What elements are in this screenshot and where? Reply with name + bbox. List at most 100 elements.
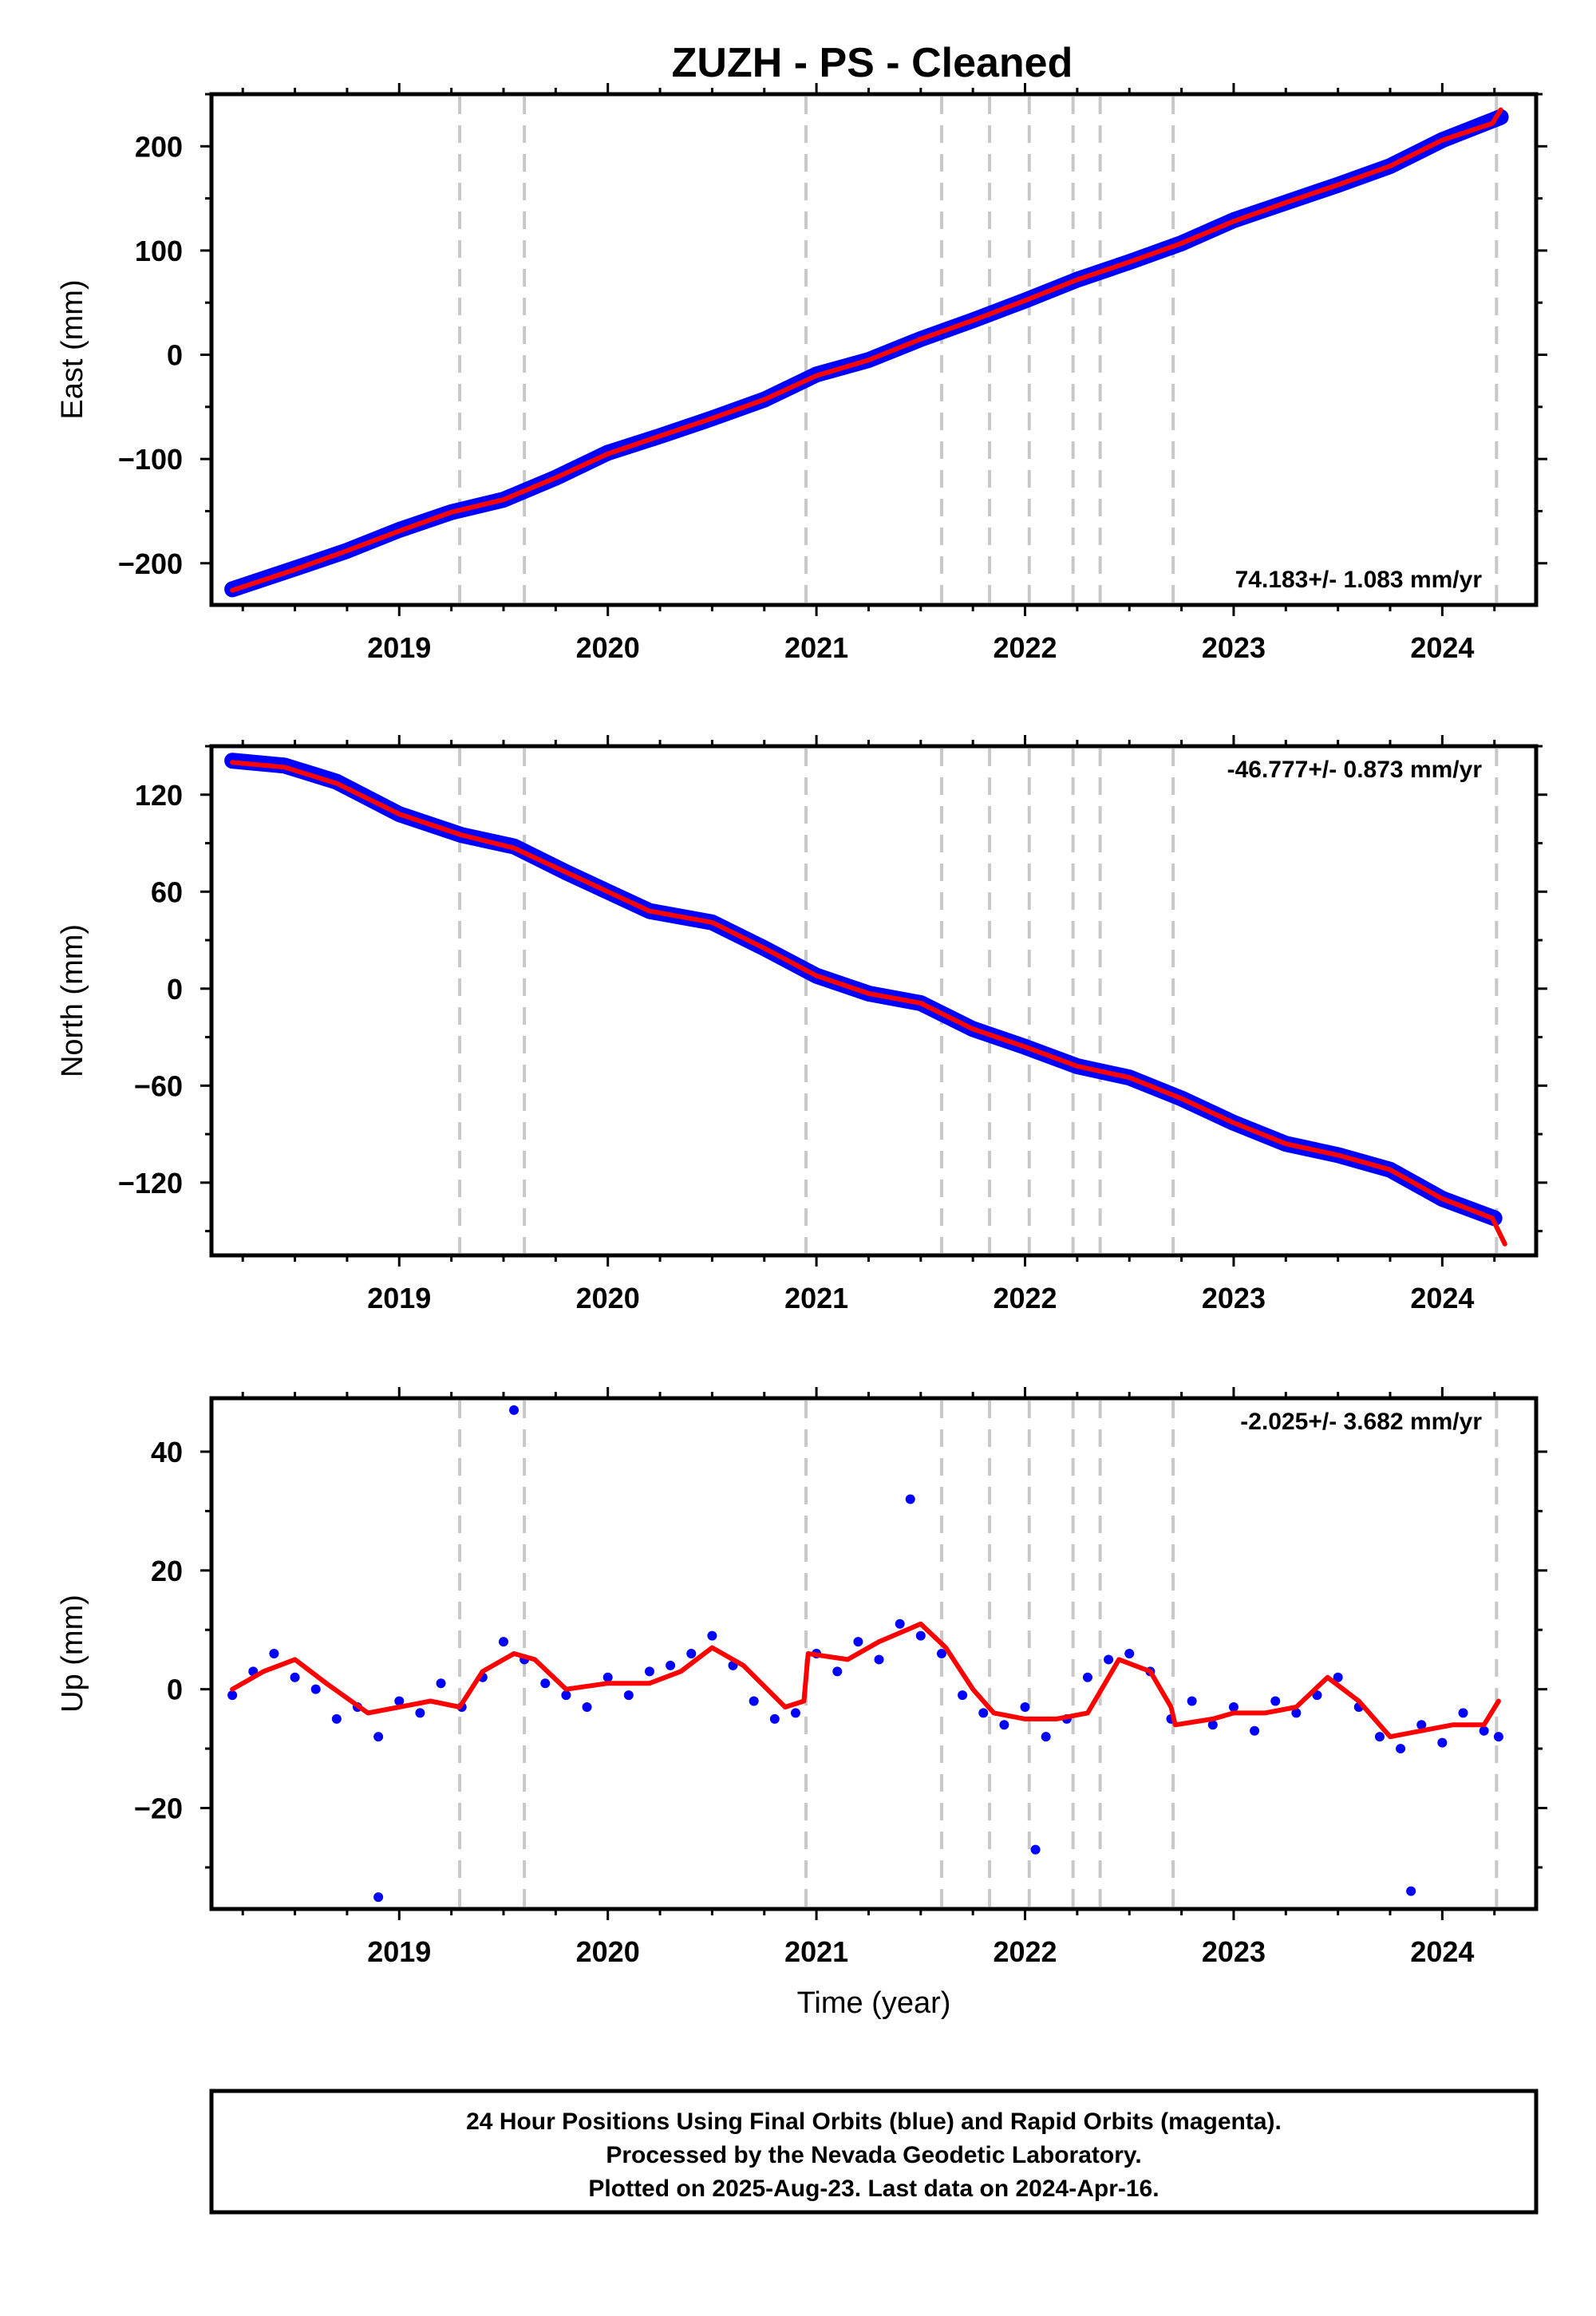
up-x-tick-label: 2024 (1410, 1935, 1474, 1968)
north-x-tick-label: 2020 (576, 1282, 640, 1314)
up-data-point (1020, 1701, 1030, 1712)
north-y-tick-label: 0 (167, 973, 183, 1006)
up-data-point (1374, 1732, 1385, 1742)
north-fit-line (230, 760, 1507, 1247)
up-data-point (1250, 1725, 1260, 1736)
up-data-point (269, 1649, 279, 1658)
up-data-point (1207, 1720, 1218, 1730)
up-data-point (978, 1708, 989, 1718)
up-data-point (666, 1660, 676, 1670)
up-data-point (686, 1649, 697, 1658)
up-data-point (958, 1690, 968, 1701)
north-x-tick-label: 2024 (1410, 1282, 1474, 1314)
up-x-tick-label: 2022 (993, 1935, 1057, 1968)
footer-line-1: 24 Hour Positions Using Final Orbits (bl… (466, 2109, 1282, 2135)
up-data-point (749, 1696, 759, 1706)
up-data-point (1030, 1844, 1041, 1855)
up-data-layer (227, 1405, 1503, 1903)
up-y-tick-label: 40 (151, 1436, 183, 1468)
up-y-axis-label: Up (mm) (56, 1595, 89, 1713)
up-data-point (644, 1666, 654, 1677)
up-fit-line (230, 1621, 1501, 1740)
up-data-point (1416, 1720, 1427, 1730)
up-data-point (561, 1690, 571, 1701)
east-x-tick-label: 2019 (367, 631, 431, 664)
east-x-tick-label: 2024 (1410, 631, 1474, 664)
up-data-point (227, 1690, 238, 1701)
north-x-tick-label: 2019 (367, 1282, 431, 1314)
up-data-point (582, 1701, 592, 1712)
north-y-tick-label: 120 (135, 779, 183, 812)
up-data-point (769, 1713, 780, 1724)
up-data-point (1187, 1696, 1197, 1706)
east-point-band (224, 109, 1509, 598)
north-y-tick-label: −60 (134, 1069, 183, 1102)
north-data-layer (224, 753, 1507, 1247)
east-frame (209, 92, 1539, 607)
up-data-point (853, 1637, 863, 1647)
north-rate-label: -46.777+/- 0.873 mm/yr (1227, 757, 1483, 783)
north-x-tick-label: 2021 (784, 1282, 848, 1314)
up-data-point (1270, 1696, 1281, 1706)
north-y-tick-label: −120 (118, 1167, 183, 1199)
up-x-tick-label: 2023 (1202, 1935, 1266, 1968)
up-data-point (498, 1637, 508, 1647)
east-x-tick-label: 2022 (993, 631, 1057, 664)
east-y-tick-label: 200 (135, 130, 183, 163)
east-y-tick-label: 100 (135, 235, 183, 267)
up-data-point (623, 1690, 634, 1701)
up-data-point (415, 1708, 425, 1718)
up-data-point (707, 1630, 717, 1641)
up-data-point (1458, 1708, 1468, 1718)
up-data-point (290, 1672, 300, 1682)
up-x-tick-label: 2019 (367, 1935, 431, 1968)
up-data-point (1406, 1886, 1416, 1896)
up-x-tick-label: 2020 (576, 1935, 640, 1968)
up-frame (209, 1396, 1539, 1911)
footer-box: 24 Hour Positions Using Final Orbits (bl… (209, 2089, 1539, 2215)
up-data-point (602, 1672, 613, 1682)
up-y-tick-label: 0 (167, 1674, 183, 1706)
up-data-point (540, 1678, 551, 1689)
up-data-point (1479, 1725, 1489, 1736)
footer-frame (209, 2089, 1539, 2215)
up-y-tick-label: 20 (151, 1555, 183, 1587)
up-y-tick-label: −20 (134, 1792, 183, 1824)
east-rate-label: 74.183+/- 1.083 mm/yr (1235, 567, 1483, 593)
up-data-point (999, 1720, 1009, 1730)
up-data-point (915, 1630, 926, 1641)
footer-line-3: Plotted on 2025-Aug-23. Last data on 202… (588, 2176, 1159, 2202)
up-data-point (1104, 1654, 1114, 1665)
up-data-point (874, 1654, 884, 1665)
up-data-point (936, 1649, 946, 1658)
up-data-point (509, 1405, 519, 1415)
up-data-point (790, 1708, 800, 1718)
east-data-layer (224, 107, 1509, 598)
north-x-tick-label: 2023 (1202, 1282, 1266, 1314)
north-x-tick-label: 2022 (993, 1282, 1057, 1314)
east-x-tick-label: 2020 (576, 631, 640, 664)
up-data-point (1124, 1649, 1135, 1658)
east-y-tick-label: −200 (118, 547, 183, 580)
up-data-point (1082, 1672, 1092, 1682)
east-x-tick-label: 2021 (784, 631, 848, 664)
up-data-point (1493, 1732, 1503, 1742)
up-data-point (832, 1666, 843, 1677)
north-y-tick-label: 60 (151, 875, 183, 908)
up-data-point (1041, 1732, 1051, 1742)
up-data-point (1228, 1701, 1238, 1712)
east-y-tick-label: 0 (167, 339, 183, 372)
up-data-point (436, 1678, 446, 1689)
east-x-tick-label: 2023 (1202, 631, 1266, 664)
up-data-point (895, 1618, 905, 1629)
up-data-point (905, 1494, 915, 1504)
east-fit-line (230, 107, 1503, 593)
north-y-axis-label: North (mm) (56, 924, 89, 1077)
up-x-axis-label: Time (year) (797, 1986, 951, 2020)
up-data-point (1396, 1744, 1406, 1754)
up-data-point (310, 1684, 321, 1694)
north-panel: 2019 2020 2021 2022 2023 2024 −120 −60 0 60 120 -46… (56, 735, 1547, 1314)
east-y-axis-label: East (mm) (56, 279, 89, 419)
up-data-point (1333, 1672, 1343, 1682)
